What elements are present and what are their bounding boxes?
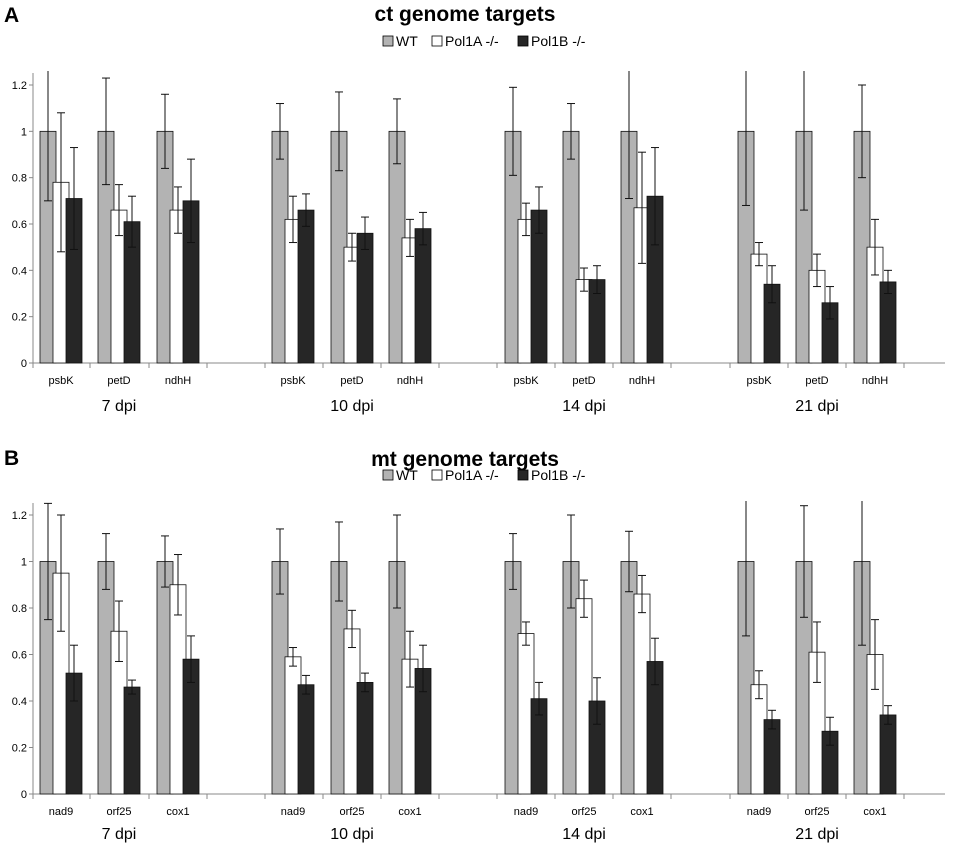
panel-a-category-label-7dpi-petD: petD [107, 375, 130, 387]
panel-a-y-tick-label-6: 1.2 [12, 80, 27, 92]
panel-a-category-label-10dpi-ndhH: ndhH [397, 375, 423, 387]
panel-b-category-label-21dpi-orf25: orf25 [804, 806, 829, 818]
panel-b-group-label-0: 7 dpi [102, 826, 137, 843]
panel-b-y-tick-label-2: 0.4 [12, 696, 27, 708]
panel-a-legend-swatch-1 [431, 35, 443, 47]
panel-a-y-tick-label-0: 0 [21, 358, 27, 370]
panel-a-bar-10dpi-ndhH-s2 [414, 228, 432, 364]
panel-b-title: mt genome targets [371, 448, 559, 471]
panel-a-category-label-10dpi-psbK: psbK [280, 375, 306, 387]
panel-a-legend-swatch-0 [382, 35, 394, 47]
panel-a-y-tick-label-2: 0.4 [12, 265, 27, 277]
panel-b-group-label-1: 10 dpi [330, 826, 374, 843]
panel-a-y-tick-label-1: 0.2 [12, 312, 27, 324]
panel-a-y-tick-label-5: 1 [21, 126, 27, 138]
panel-b-category-label-7dpi-orf25: orf25 [106, 806, 131, 818]
panel-b-legend-swatch-1 [431, 469, 443, 481]
panel-b-y-tick-label-1: 0.2 [12, 743, 27, 755]
panel-a-category-label-7dpi-ndhH: ndhH [165, 375, 191, 387]
panel-b-y-tick-label-0: 0 [21, 789, 27, 801]
panel-a-legend-label-2: Pol1B -/- [531, 33, 586, 49]
panel-b-category-label-14dpi-nad9: nad9 [514, 806, 538, 818]
panel-b-y-tick-label-5: 1 [21, 557, 27, 569]
panel-b-bar-7dpi-orf25-s2 [123, 686, 141, 795]
panel-b-category-label-21dpi-nad9: nad9 [747, 806, 771, 818]
panel-a-category-label-7dpi-psbK: psbK [48, 375, 74, 387]
panel-b-category-label-10dpi-orf25: orf25 [339, 806, 364, 818]
panel-b-category-label-10dpi-nad9: nad9 [281, 806, 305, 818]
panel-b-bar-21dpi-nad9-s2 [763, 719, 781, 795]
panel-a-category-label-10dpi-petD: petD [340, 375, 363, 387]
panel-a-category-label-14dpi-psbK: psbK [513, 375, 539, 387]
panel-b-category-label-14dpi-cox1: cox1 [630, 806, 653, 818]
panel-a-category-label-21dpi-petD: petD [805, 375, 828, 387]
panel-b-group-label-2: 14 dpi [562, 826, 606, 843]
panel-a-legend-label-1: Pol1A -/- [445, 33, 499, 49]
panel-b-group-label-3: 21 dpi [795, 826, 839, 843]
panel-a-group-label-1: 10 dpi [330, 398, 374, 415]
panel-a-category-label-21dpi-ndhH: ndhH [862, 375, 888, 387]
panel-b-y-tick-label-4: 0.8 [12, 603, 27, 615]
panel-b-bar-21dpi-cox1-s2 [879, 714, 897, 795]
panel-b-y-tick-label-6: 1.2 [12, 510, 27, 522]
panel-b-legend-label-2: Pol1B -/- [531, 467, 586, 483]
panel-b-category-label-14dpi-orf25: orf25 [571, 806, 596, 818]
panel-a-bar-21dpi-ndhH-s2 [879, 281, 897, 364]
panel-a-y-tick-label-4: 0.8 [12, 173, 27, 185]
panel-b-legend-swatch-2 [517, 469, 529, 481]
panel-a-legend-swatch-2 [517, 35, 529, 47]
panel-a-bar-10dpi-psbK-s2 [297, 209, 315, 364]
panel-a-letter: A [4, 4, 19, 27]
panel-a-y-tick-label-3: 0.6 [12, 219, 27, 231]
panel-b-category-label-7dpi-cox1: cox1 [166, 806, 189, 818]
panel-a-title: ct genome targets [375, 3, 556, 26]
panel-a-group-label-2: 14 dpi [562, 398, 606, 415]
panel-b-legend-label-0: WT [396, 467, 418, 483]
panel-b-y-tick-label-3: 0.6 [12, 650, 27, 662]
panel-b-legend-swatch-0 [382, 469, 394, 481]
panel-a-group-label-0: 7 dpi [102, 398, 137, 415]
panel-a-category-label-21dpi-psbK: psbK [746, 375, 772, 387]
panel-b-category-label-21dpi-cox1: cox1 [863, 806, 886, 818]
panel-a-category-label-14dpi-petD: petD [572, 375, 595, 387]
panel-a-legend-label-0: WT [396, 33, 418, 49]
panel-a-category-label-14dpi-ndhH: ndhH [629, 375, 655, 387]
panel-b-bar-10dpi-nad9-s2 [297, 684, 315, 795]
panel-a-group-label-3: 21 dpi [795, 398, 839, 415]
panel-b-letter: B [4, 447, 19, 470]
panel-a-bar-10dpi-petD-s2 [356, 232, 374, 364]
panel-b-category-label-7dpi-nad9: nad9 [49, 806, 73, 818]
panel-b-category-label-10dpi-cox1: cox1 [398, 806, 421, 818]
panel-b-bar-10dpi-orf25-s2 [356, 682, 374, 795]
panel-b-legend-label-1: Pol1A -/- [445, 467, 499, 483]
